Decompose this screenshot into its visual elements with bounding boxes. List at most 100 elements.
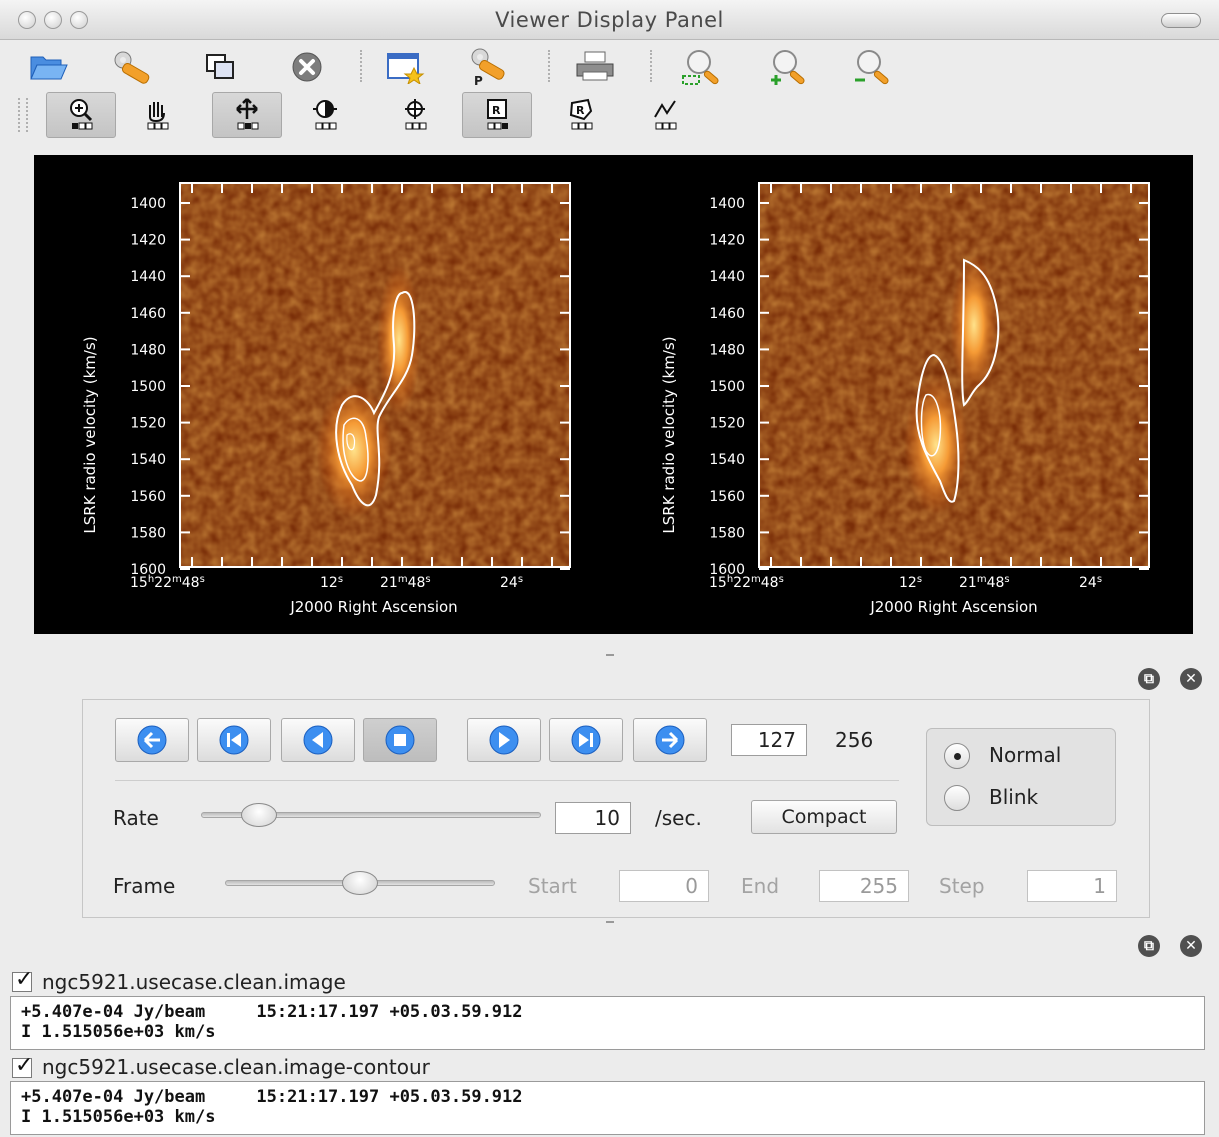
to-start-icon [137, 725, 167, 755]
right-ytick-label: 1580 [709, 525, 745, 541]
minimize-window-button[interactable] [44, 11, 62, 29]
rate-unit-label: /sec. [655, 806, 702, 830]
right-plot-y-ticks: 1400 1420 1440 1460 1480 1500 1520 1540 1560 1580… [709, 196, 1149, 578]
crosshair-tool-icon[interactable] [380, 92, 450, 138]
rectangle-region-tool-icon[interactable]: R [462, 92, 532, 138]
close-dock-icon-lower[interactable]: ✕ [1180, 935, 1202, 957]
right-plot-noise [759, 183, 1149, 567]
printer-icon[interactable] [568, 44, 622, 90]
start-field[interactable]: 0 [619, 870, 709, 902]
left-xtick-label: 24s [500, 574, 523, 592]
zoom-window-button[interactable] [70, 11, 88, 29]
right-xtick-label: 21m48s [959, 574, 1010, 592]
step-back-button[interactable] [197, 718, 271, 762]
right-plot-contour-lower [915, 353, 960, 503]
to-start-button[interactable] [115, 718, 189, 762]
right-xtick-label: 12s [899, 574, 922, 592]
frame-slider-knob[interactable] [342, 871, 378, 895]
window-titlebar: Viewer Display Panel [0, 0, 1219, 40]
layer-2-readout-line1: +5.407e-04 Jy/beam 15:21:17.197 +05.03.5… [21, 1087, 523, 1107]
rate-slider-track[interactable] [201, 812, 541, 818]
print-options-wrench-icon[interactable]: P [464, 44, 518, 90]
splitter-handle[interactable] [606, 654, 614, 658]
undock-icon[interactable]: ⧉ [1138, 668, 1160, 690]
start-label: Start [528, 874, 577, 898]
layer-1-readout: +5.407e-04 Jy/beam 15:21:17.197 +05.03.5… [10, 996, 1205, 1050]
left-ytick-label: 1540 [130, 452, 166, 468]
display-canvas[interactable]: 1400 1420 1440 1460 1480 1500 1520 1540 1560 1580… [34, 155, 1193, 634]
close-dock-icon[interactable]: ✕ [1180, 668, 1202, 690]
left-ytick-label: 1520 [130, 416, 166, 432]
animator-panel: 127 256 Normal Blink Rate 10 /sec. Compa… [82, 699, 1150, 918]
compact-button[interactable]: Compact [751, 800, 897, 834]
stop-icon [385, 725, 415, 755]
right-ytick-label: 1420 [709, 233, 745, 249]
rate-field[interactable]: 10 [555, 802, 631, 834]
layer-1-checkbox[interactable]: ✓ [12, 967, 33, 992]
colormap-tool-icon[interactable] [290, 92, 360, 138]
left-plot-emission-upper [377, 265, 421, 415]
layer-2-readout-line2: I 1.515056e+03 km/s [21, 1107, 216, 1127]
step-forward-button[interactable] [549, 718, 623, 762]
zoom-fit-icon[interactable] [676, 44, 730, 90]
splitter-handle-lower[interactable] [606, 921, 614, 925]
main-toolbar: P [0, 42, 1219, 92]
window-title: Viewer Display Panel [495, 8, 724, 32]
layer-2-checkbox[interactable]: ✓ [12, 1053, 33, 1078]
new-panel-icon[interactable] [194, 44, 248, 90]
close-panel-icon[interactable] [280, 44, 334, 90]
right-plot-frame [758, 182, 1150, 568]
left-plot-contour-core [346, 433, 356, 451]
toolbar-grip[interactable] [18, 98, 28, 132]
zoom-out-icon[interactable] [846, 44, 900, 90]
right-plot-ylabel: LSRK radio velocity (km/s) [660, 336, 678, 533]
to-end-button[interactable] [633, 718, 707, 762]
right-ytick-label: 1500 [709, 379, 745, 395]
panel-options-icon[interactable] [378, 44, 432, 90]
move-tool-icon[interactable] [212, 92, 282, 138]
right-ytick-label: 1520 [709, 416, 745, 432]
current-frame-field[interactable]: 127 [731, 724, 807, 756]
undock-icon-lower[interactable]: ⧉ [1138, 935, 1160, 957]
blink-radio[interactable] [944, 785, 970, 811]
play-forward-button[interactable] [467, 718, 541, 762]
step-forward-icon [571, 725, 601, 755]
normal-radio[interactable] [944, 743, 970, 769]
right-ytick-label: 1440 [709, 269, 745, 285]
frame-label: Frame [113, 874, 176, 898]
play-backward-button[interactable] [281, 718, 355, 762]
polyline-tool-icon[interactable] [630, 92, 700, 138]
left-plot: 1400 1420 1440 1460 1480 1500 1520 1540 1560 1580… [81, 182, 571, 616]
toolbar-toggle-button[interactable] [1161, 13, 1201, 28]
plots-svg: 1400 1420 1440 1460 1480 1500 1520 1540 1560 1580… [81, 182, 1150, 616]
zoom-in-icon[interactable] [762, 44, 816, 90]
step-label: Step [939, 874, 985, 898]
close-window-button[interactable] [18, 11, 36, 29]
open-folder-icon[interactable] [22, 44, 76, 90]
left-xtick-label: 15h22m48s [130, 574, 205, 592]
left-ytick-label: 1400 [130, 196, 166, 212]
left-plot-emission-lower [316, 382, 392, 518]
step-field[interactable]: 1 [1027, 870, 1117, 902]
right-plot-x-ticks: 15h22m48s 12s 21m48s 24s [709, 183, 1132, 592]
layer-1-readout-line1: +5.407e-04 Jy/beam 15:21:17.197 +05.03.5… [21, 1002, 523, 1022]
play-forward-icon [489, 725, 519, 755]
svg-text:P: P [474, 74, 483, 87]
right-ytick-label: 1560 [709, 489, 745, 505]
left-ytick-label: 1460 [130, 306, 166, 322]
data-options-wrench-icon[interactable] [108, 44, 162, 90]
right-plot: 1400 1420 1440 1460 1480 1500 1520 1540 1560 1580… [660, 182, 1150, 616]
play-backward-icon [303, 725, 333, 755]
left-ytick-label: 1600 [130, 562, 166, 578]
pan-tool-icon[interactable] [122, 92, 192, 138]
rate-slider-knob[interactable] [240, 803, 277, 827]
left-ytick-label: 1440 [130, 269, 166, 285]
stop-button[interactable] [363, 718, 437, 762]
mouse-tools-toolbar: R R [0, 90, 1219, 140]
left-plot-contour-inner [342, 417, 369, 482]
end-field[interactable]: 255 [819, 870, 909, 902]
polygon-region-tool-icon[interactable]: R [546, 92, 616, 138]
zoom-tool-icon[interactable] [46, 92, 116, 138]
left-plot-frame [179, 182, 571, 568]
right-plot-emission-lower [904, 375, 968, 515]
